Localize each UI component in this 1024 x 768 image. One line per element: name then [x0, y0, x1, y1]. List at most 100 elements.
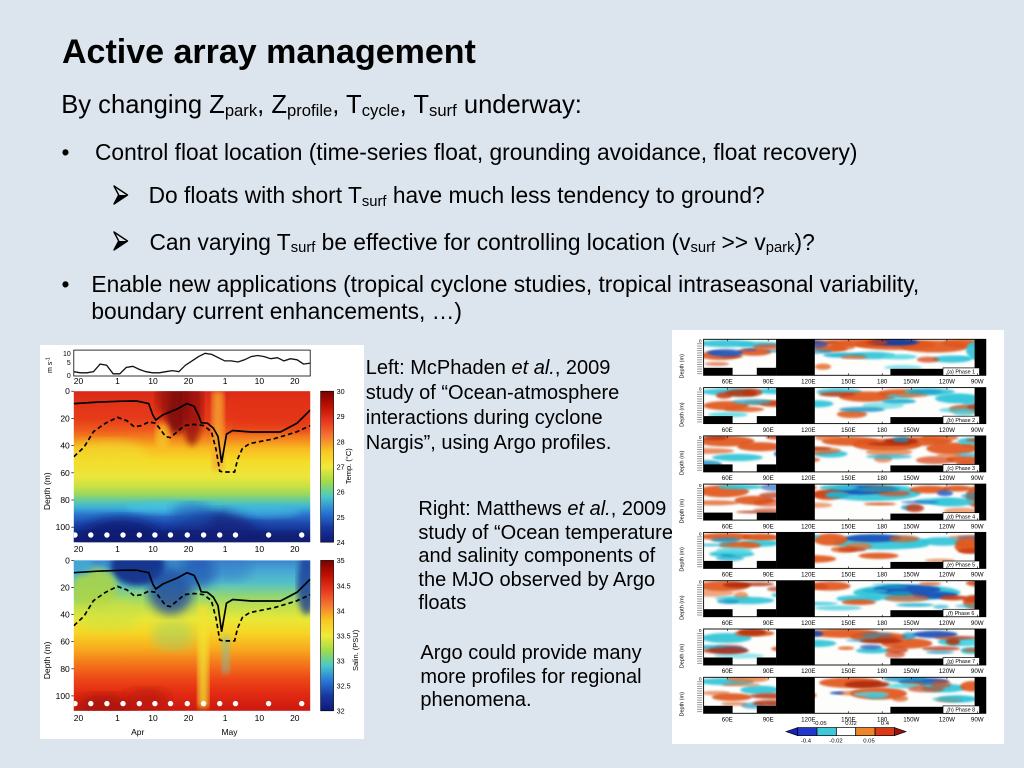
svg-text:May: May: [221, 727, 238, 737]
svg-text:20: 20: [184, 713, 194, 723]
svg-text:29: 29: [337, 412, 345, 421]
svg-text:150W: 150W: [903, 668, 919, 675]
svg-text:1: 1: [223, 544, 228, 554]
svg-text:34: 34: [337, 606, 345, 615]
svg-text:25: 25: [337, 513, 345, 522]
svg-text:120E: 120E: [801, 572, 815, 579]
svg-text:120E: 120E: [801, 379, 815, 386]
svg-text:20: 20: [290, 713, 300, 723]
svg-text:90E: 90E: [763, 523, 774, 530]
svg-text:33.5: 33.5: [337, 631, 351, 640]
svg-text:150W: 150W: [903, 427, 919, 434]
svg-text:90W: 90W: [971, 620, 984, 627]
svg-text:32.5: 32.5: [337, 682, 351, 691]
svg-text:120W: 120W: [939, 523, 955, 530]
svg-text:150E: 150E: [841, 427, 855, 434]
svg-text:-0.02: -0.02: [829, 739, 842, 744]
svg-text:20: 20: [74, 376, 84, 386]
svg-text:26: 26: [337, 488, 345, 497]
svg-text:180: 180: [877, 475, 888, 482]
svg-text:0.02: 0.02: [845, 721, 856, 727]
svg-text:10: 10: [255, 376, 265, 386]
svg-text:Depth (m): Depth (m): [680, 595, 686, 620]
svg-text:Depth (m): Depth (m): [42, 641, 52, 679]
svg-text:10: 10: [148, 713, 158, 723]
svg-text:120E: 120E: [801, 523, 815, 530]
svg-text:60E: 60E: [722, 572, 733, 579]
svg-text:Depth (m): Depth (m): [680, 644, 686, 669]
svg-text:150E: 150E: [841, 572, 855, 579]
svg-text:Depth (m): Depth (m): [680, 499, 686, 524]
svg-text:90E: 90E: [763, 427, 774, 434]
svg-text:20: 20: [60, 583, 70, 593]
svg-text:80: 80: [60, 495, 70, 505]
svg-text:(f) Phase 6: (f) Phase 6: [948, 611, 974, 617]
svg-text:150W: 150W: [903, 572, 919, 579]
svg-text:60E: 60E: [722, 620, 733, 627]
svg-text:60E: 60E: [722, 717, 733, 724]
svg-text:27: 27: [337, 463, 345, 472]
svg-text:120W: 120W: [939, 668, 955, 675]
svg-text:180: 180: [877, 620, 888, 627]
svg-text:120W: 120W: [939, 572, 955, 579]
svg-text:80: 80: [60, 664, 70, 674]
svg-text:150E: 150E: [841, 475, 855, 482]
svg-text:(g) Phase 7: (g) Phase 7: [947, 659, 975, 665]
svg-text:10: 10: [255, 544, 265, 554]
svg-text:150W: 150W: [903, 717, 919, 724]
svg-text:150W: 150W: [903, 620, 919, 627]
svg-text:10: 10: [63, 351, 71, 358]
svg-text:0: 0: [699, 387, 702, 393]
svg-text:150E: 150E: [841, 668, 855, 675]
svg-text:(c) Phase 3: (c) Phase 3: [947, 466, 975, 472]
svg-text:180: 180: [877, 717, 888, 724]
svg-text:90W: 90W: [971, 523, 984, 530]
svg-text:150W: 150W: [903, 475, 919, 482]
svg-text:0.4: 0.4: [881, 721, 890, 727]
svg-text:Salin. (PSU): Salin. (PSU): [351, 629, 360, 671]
svg-text:28: 28: [337, 437, 345, 446]
svg-text:Depth (m): Depth (m): [680, 692, 686, 717]
svg-text:33: 33: [337, 657, 345, 666]
svg-text:-0.05: -0.05: [813, 721, 827, 727]
svg-text:1: 1: [115, 713, 120, 723]
svg-text:120W: 120W: [939, 620, 955, 627]
svg-text:0: 0: [699, 676, 702, 682]
svg-text:40: 40: [60, 610, 70, 620]
svg-text:90W: 90W: [971, 379, 984, 386]
svg-text:120W: 120W: [939, 427, 955, 434]
svg-text:Depth (m): Depth (m): [680, 354, 686, 379]
svg-text:30: 30: [337, 387, 345, 396]
svg-text:20: 20: [60, 413, 70, 423]
svg-text:60E: 60E: [722, 427, 733, 434]
svg-text:(b) Phase 2: (b) Phase 2: [947, 418, 975, 424]
svg-text:35: 35: [337, 556, 345, 565]
svg-text:180: 180: [877, 572, 888, 579]
svg-text:20: 20: [290, 376, 300, 386]
svg-text:Depth (m): Depth (m): [680, 547, 686, 572]
svg-text:24: 24: [337, 538, 345, 547]
svg-text:0: 0: [699, 483, 702, 489]
svg-text:1: 1: [223, 376, 228, 386]
svg-text:0: 0: [65, 386, 70, 396]
svg-text:60: 60: [60, 468, 70, 478]
svg-text:0: 0: [699, 580, 702, 586]
svg-text:34.5: 34.5: [337, 581, 351, 590]
svg-text:0: 0: [699, 338, 702, 344]
svg-text:10: 10: [148, 376, 158, 386]
svg-text:90W: 90W: [971, 717, 984, 724]
svg-text:180: 180: [877, 523, 888, 530]
svg-text:m s-1: m s-1: [46, 357, 55, 373]
svg-text:1: 1: [223, 713, 228, 723]
svg-text:0: 0: [65, 555, 70, 565]
svg-text:Depth (m): Depth (m): [680, 402, 686, 427]
svg-text:Temp. (°C): Temp. (°C): [344, 448, 353, 484]
svg-text:120E: 120E: [801, 620, 815, 627]
svg-text:32: 32: [337, 707, 345, 716]
svg-text:120E: 120E: [801, 427, 815, 434]
svg-text:60E: 60E: [722, 379, 733, 386]
svg-text:120W: 120W: [939, 475, 955, 482]
svg-text:90E: 90E: [763, 668, 774, 675]
svg-text:120W: 120W: [939, 379, 955, 386]
svg-text:90E: 90E: [763, 572, 774, 579]
